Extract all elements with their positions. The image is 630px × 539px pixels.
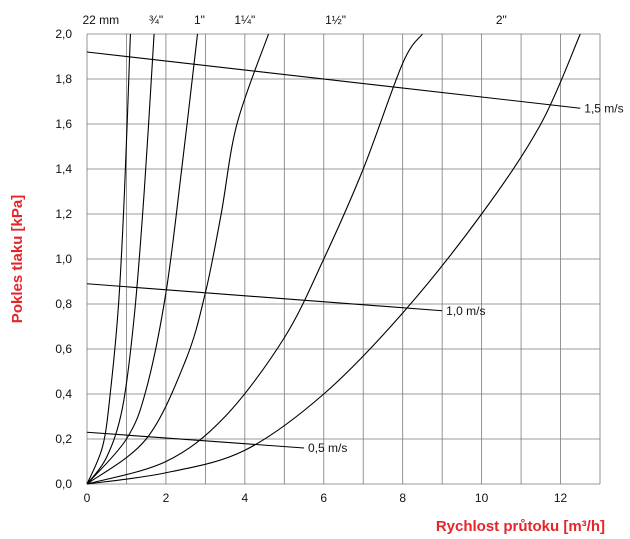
pipe-curve [86, 33, 199, 485]
x-tick-label: 4 [242, 491, 249, 505]
x-tick-label: 10 [475, 491, 489, 505]
y-tick-label: 2,0 [55, 27, 72, 41]
velocity-lines: 1,5 m/s 1,0 m/s 0,5 m/s [86, 51, 624, 455]
x-tick-label: 12 [554, 491, 568, 505]
grid [86, 33, 601, 485]
x-tick-labels: 0 2 4 6 8 10 12 [84, 491, 568, 505]
y-tick-label: 1,2 [55, 207, 72, 221]
y-tick-label: 0,4 [55, 387, 72, 401]
pipe-size-label: 1¼" [234, 13, 255, 27]
y-tick-label: 0,0 [55, 477, 72, 491]
y-tick-label: 1,6 [55, 117, 72, 131]
x-tick-label: 6 [320, 491, 327, 505]
y-axis-label: Pokles tlaku [kPa] [9, 195, 26, 323]
pipe-size-label: 1½" [325, 13, 346, 27]
pipe-size-label: 1" [194, 13, 205, 27]
pipe-curve [86, 33, 423, 485]
velocity-line [86, 51, 581, 109]
y-tick-label: 1,8 [55, 72, 72, 86]
velocity-label: 1,0 m/s [446, 304, 485, 318]
pipe-size-label: ¾" [149, 13, 163, 27]
pipe-curve [86, 33, 131, 485]
velocity-line [86, 283, 443, 312]
x-tick-label: 8 [399, 491, 406, 505]
x-tick-label: 0 [84, 491, 91, 505]
velocity-label: 1,5 m/s [584, 101, 623, 115]
velocity-line [86, 431, 305, 449]
pipe-curve [86, 33, 581, 485]
pipe-size-label: 2" [496, 13, 507, 27]
y-tick-label: 1,0 [55, 252, 72, 266]
y-tick-labels: 0,0 0,2 0,4 0,6 0,8 1,0 1,2 1,4 1,6 1,8 2,0 [55, 27, 72, 491]
pipe-size-labels: 22 mm ¾" 1" 1¼" 1½" 2" [82, 13, 506, 27]
velocity-label: 0,5 m/s [308, 441, 347, 455]
y-tick-label: 0,6 [55, 342, 72, 356]
y-tick-label: 0,8 [55, 297, 72, 311]
pipe-size-label: 22 mm [82, 13, 119, 27]
y-tick-label: 0,2 [55, 432, 72, 446]
pipe-curve [86, 33, 155, 485]
y-tick-label: 1,4 [55, 162, 72, 176]
x-axis-label: Rychlost průtoku [m³/h] [436, 518, 605, 535]
x-tick-label: 2 [163, 491, 170, 505]
